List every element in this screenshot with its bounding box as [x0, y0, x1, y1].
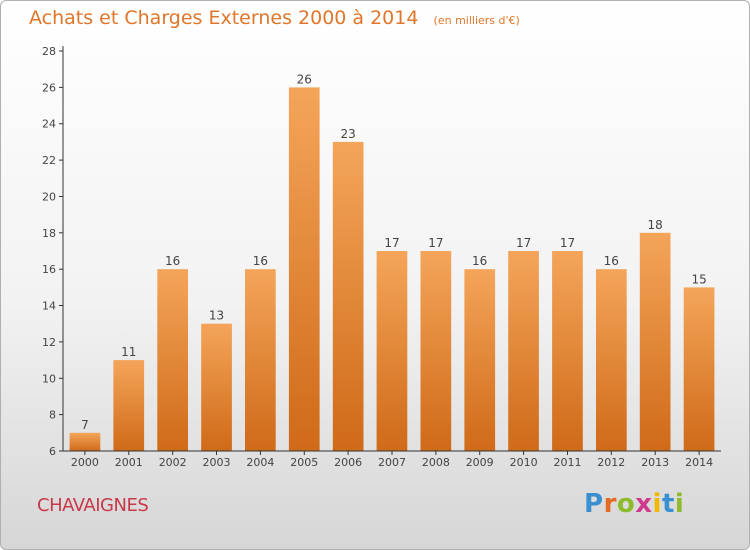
- value-label-2004: 16: [253, 254, 268, 268]
- value-label-2003: 13: [209, 309, 224, 323]
- axes-group: 2000 2001 2002 2003 2004 2005 2006 2007 2008 2009…: [42, 45, 721, 469]
- value-label-2010: 17: [516, 236, 531, 250]
- bar-2001: [113, 360, 145, 451]
- y-tick-label-22: 22: [42, 154, 56, 167]
- x-tick-label-2011: 2011: [554, 456, 582, 469]
- bar-2007: [376, 251, 408, 451]
- y-tick-label-20: 20: [42, 191, 56, 204]
- y-tick-label-8: 8: [49, 409, 56, 422]
- x-tick-label-2001: 2001: [115, 456, 143, 469]
- value-label-2002: 16: [165, 254, 180, 268]
- x-tick-label-2007: 2007: [378, 456, 406, 469]
- chart-unit: (en milliers d'€): [433, 14, 520, 27]
- x-tick-label-2002: 2002: [159, 456, 187, 469]
- x-tick-label-2009: 2009: [466, 456, 494, 469]
- y-tick-label-16: 16: [42, 263, 56, 276]
- value-label-2007: 17: [384, 236, 399, 250]
- value-label-2011: 17: [560, 236, 575, 250]
- bar-2014: [683, 287, 715, 451]
- value-label-2005: 26: [297, 72, 312, 86]
- logo-letter: x: [635, 489, 653, 519]
- x-tick-label-2003: 2003: [203, 456, 231, 469]
- bar-2013: [639, 232, 671, 451]
- bar-2010: [508, 251, 539, 451]
- x-tick-label-2005: 2005: [290, 456, 318, 469]
- value-label-2001: 11: [121, 345, 136, 359]
- proxiti-logo: Proxiti: [584, 489, 684, 519]
- chart-title-block: Achats et Charges Externes 2000 à 2014 (…: [29, 7, 520, 29]
- bar-2003: [201, 323, 232, 451]
- logo-letter: i: [674, 489, 685, 519]
- value-label-2014: 15: [691, 272, 706, 286]
- bar-2008: [420, 251, 452, 451]
- value-label-2012: 16: [604, 254, 619, 268]
- bar-2009: [464, 269, 496, 451]
- place-name: CHAVAIGNES: [37, 495, 149, 516]
- y-tick-label-12: 12: [42, 336, 56, 349]
- y-tick-label-14: 14: [42, 300, 56, 313]
- x-tick-label-2006: 2006: [334, 456, 362, 469]
- y-tick-label-24: 24: [42, 118, 56, 131]
- x-tick-label-2004: 2004: [246, 456, 274, 469]
- y-tick-label-10: 10: [42, 372, 56, 385]
- bar-2005: [288, 87, 320, 452]
- logo-letter: t: [661, 489, 675, 519]
- x-tick-label-2014: 2014: [685, 456, 713, 469]
- x-tick-label-2012: 2012: [597, 456, 625, 469]
- y-tick-label-26: 26: [42, 81, 56, 94]
- bar-2011: [552, 251, 583, 451]
- logo-letter: P: [584, 489, 604, 519]
- x-tick-label-2013: 2013: [641, 456, 669, 469]
- x-tick-label-2010: 2010: [510, 456, 538, 469]
- logo-letter: r: [603, 489, 617, 519]
- bar-2006: [332, 141, 364, 451]
- logo-letter: o: [616, 489, 636, 519]
- bar-2002: [157, 269, 188, 451]
- value-label-2009: 16: [472, 254, 487, 268]
- bar-2012: [596, 269, 627, 451]
- y-tick-label-18: 18: [42, 227, 56, 240]
- value-label-2013: 18: [648, 218, 663, 232]
- value-label-2000: 7: [81, 418, 89, 432]
- y-tick-label-28: 28: [42, 45, 56, 58]
- x-tick-label-2008: 2008: [422, 456, 450, 469]
- bar-2000: [69, 432, 101, 451]
- bar-2004: [245, 269, 276, 451]
- value-label-2006: 23: [340, 127, 355, 141]
- logo-letter: i: [652, 489, 662, 519]
- bars-group: 7 11 16 13 16 26 23 17 17 16 17 17 16 18 15: [69, 72, 715, 452]
- value-label-2008: 17: [428, 236, 443, 250]
- y-tick-label-6: 6: [49, 445, 56, 458]
- x-tick-label-2000: 2000: [71, 456, 99, 469]
- chart-title: Achats et Charges Externes 2000 à 2014: [29, 7, 419, 29]
